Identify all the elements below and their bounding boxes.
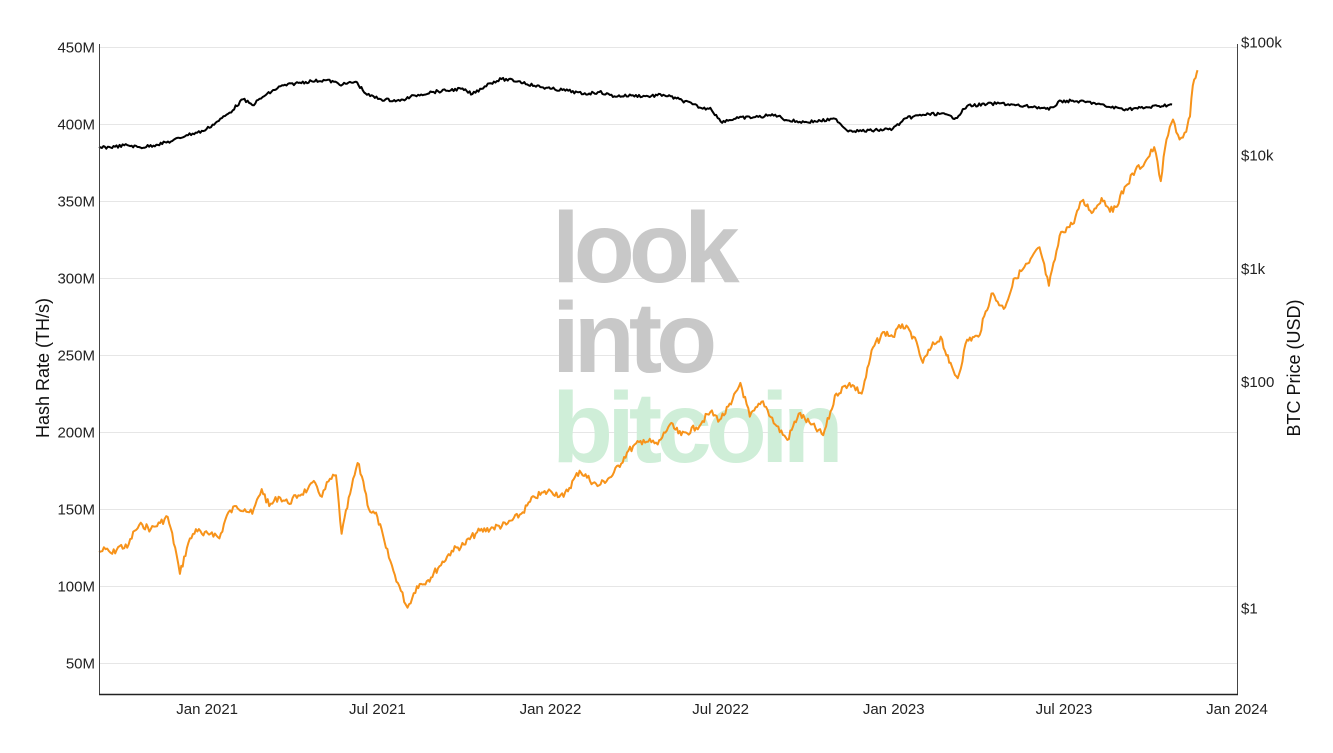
right-axis-ticks: $1 $100 $1k $10k $100k — [1241, 35, 1282, 618]
left-tick-label: 350M — [57, 194, 95, 211]
left-tick-label: 100M — [57, 579, 95, 596]
right-tick-label: $10k — [1241, 148, 1274, 165]
left-tick-label: 300M — [57, 271, 95, 288]
right-tick-label: $100 — [1241, 374, 1274, 391]
series-layer — [98, 69, 1199, 609]
x-tick-label: Jul 2021 — [349, 701, 406, 718]
watermark: look into bitcoin — [552, 192, 844, 484]
x-tick-label: Jul 2023 — [1036, 701, 1093, 718]
left-tick-label: 450M — [57, 40, 95, 57]
x-axis-ticks: Jan 2021 Jul 2021 Jan 2022 Jul 2022 Jan 2023… — [176, 701, 1268, 718]
x-tick-label: Jan 2022 — [520, 701, 582, 718]
left-tick-label: 400M — [57, 117, 95, 134]
right-tick-label: $100k — [1241, 35, 1282, 52]
left-tick-label: 250M — [57, 348, 95, 365]
left-tick-label: 50M — [66, 656, 95, 673]
series-line-black — [98, 76, 1173, 150]
x-tick-label: Jan 2023 — [863, 701, 925, 718]
left-tick-label: 150M — [57, 502, 95, 519]
left-tick-label: 200M — [57, 425, 95, 442]
series-line-orange — [98, 69, 1199, 609]
x-tick-label: Jul 2022 — [692, 701, 749, 718]
watermark-line-1: look — [552, 192, 740, 304]
right-tick-label: $1 — [1241, 600, 1258, 617]
left-axis-title: Hash Rate (TH/s) — [33, 298, 53, 438]
x-tick-label: Jan 2021 — [176, 701, 238, 718]
watermark-line-2: into — [552, 282, 714, 394]
axes — [99, 44, 1238, 696]
right-tick-label: $1k — [1241, 261, 1266, 278]
x-tick-label: Jan 2024 — [1206, 701, 1268, 718]
left-axis-ticks: 50M 100M 150M 200M 250M 300M 350M 400M 450M — [57, 40, 95, 673]
grid-lines — [99, 47, 1237, 664]
right-axis-title: BTC Price (USD) — [1284, 299, 1304, 436]
